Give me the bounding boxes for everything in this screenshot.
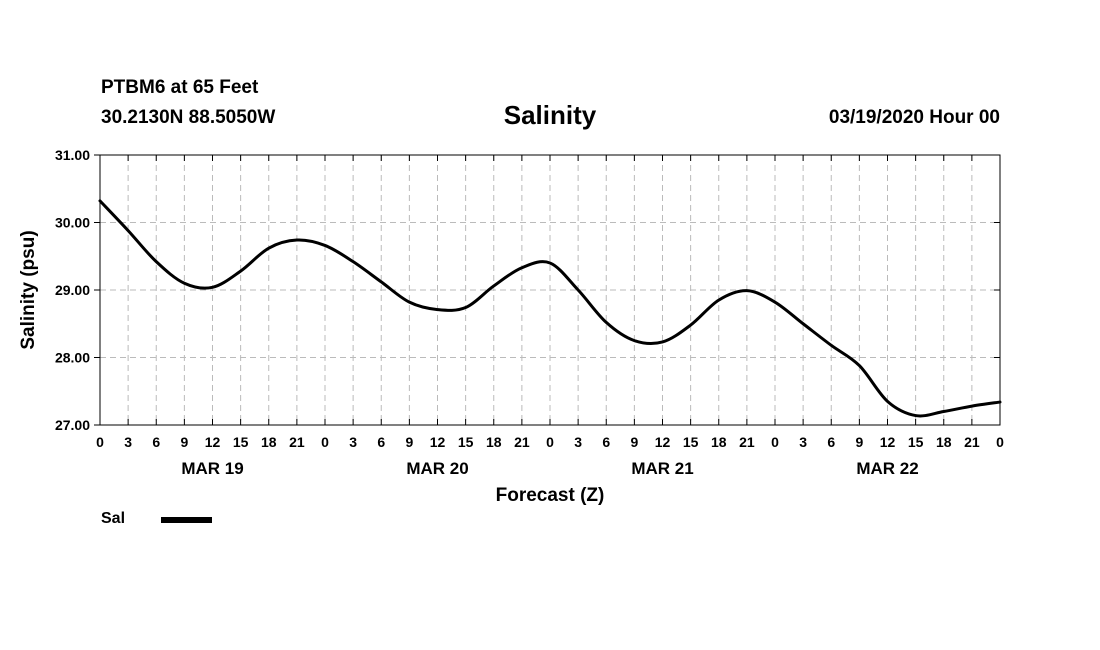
salinity-series-line: [98, 199, 1002, 418]
x-tick-label: 9: [180, 434, 188, 450]
legend-label: Sal: [101, 510, 126, 527]
x-tick-label: 0: [321, 434, 329, 450]
x-tick-label: 6: [602, 434, 610, 450]
x-tick-label: 0: [546, 434, 554, 450]
x-tick-label: 9: [630, 434, 638, 450]
x-tick-label: 12: [655, 434, 671, 450]
axis-ticks: [94, 154, 1001, 426]
x-tick-label: 21: [514, 434, 530, 450]
axis-tick-labels: 0 3 6 9 12 15 18 21 0 3 6 9 12 15 18 21 0 3 6 9 12 15 18 21 0 3 6 9…: [55, 147, 1004, 478]
x-tick-label: 6: [152, 434, 160, 450]
x-tick-label: 3: [349, 434, 357, 450]
chart-title: Salinity: [0, 100, 1100, 131]
x-tick-label: 9: [405, 434, 413, 450]
x-tick-label: 0: [96, 434, 104, 450]
x-tick-label: 21: [289, 434, 305, 450]
day-label: MAR 20: [406, 459, 468, 478]
y-tick-label: 29.00: [55, 282, 90, 298]
legend-swatch: [161, 517, 212, 523]
y-tick-label: 31.00: [55, 147, 90, 163]
x-tick-label: 15: [458, 434, 474, 450]
x-tick-label: 15: [908, 434, 924, 450]
y-tick-label: 30.00: [55, 215, 90, 231]
station-coordinates: 30.2130N 88.5050W: [101, 107, 276, 128]
x-tick-label: 21: [739, 434, 755, 450]
x-tick-label: 3: [799, 434, 807, 450]
x-tick-label: 12: [205, 434, 221, 450]
x-axis-label: Forecast (Z): [496, 485, 605, 506]
x-tick-label: 18: [261, 434, 277, 450]
x-tick-label: 12: [430, 434, 446, 450]
y-axis-label: Salinity (psu): [18, 230, 39, 349]
day-label: MAR 22: [856, 459, 918, 478]
x-tick-label: 18: [711, 434, 727, 450]
x-tick-label: 0: [771, 434, 779, 450]
x-tick-label: 15: [233, 434, 249, 450]
x-tick-label: 3: [124, 434, 132, 450]
y-tick-label: 27.00: [55, 417, 90, 433]
x-tick-label: 9: [855, 434, 863, 450]
y-tick-label: 28.00: [55, 350, 90, 366]
grid-lines: [100, 155, 1000, 425]
x-tick-label: 12: [880, 434, 896, 450]
x-tick-label: 6: [827, 434, 835, 450]
x-tick-label: 6: [377, 434, 385, 450]
station-title: PTBM6 at 65 Feet: [101, 77, 259, 98]
x-tick-label: 15: [683, 434, 699, 450]
chart-title-text: Salinity: [503, 100, 597, 130]
x-tick-label: 21: [964, 434, 980, 450]
x-tick-label: 0: [996, 434, 1004, 450]
day-label: MAR 21: [631, 459, 693, 478]
day-label: MAR 19: [181, 459, 243, 478]
x-tick-label: 3: [574, 434, 582, 450]
forecast-date: 03/19/2020 Hour 00: [828, 107, 1000, 128]
x-tick-label: 18: [486, 434, 502, 450]
x-tick-label: 18: [936, 434, 952, 450]
